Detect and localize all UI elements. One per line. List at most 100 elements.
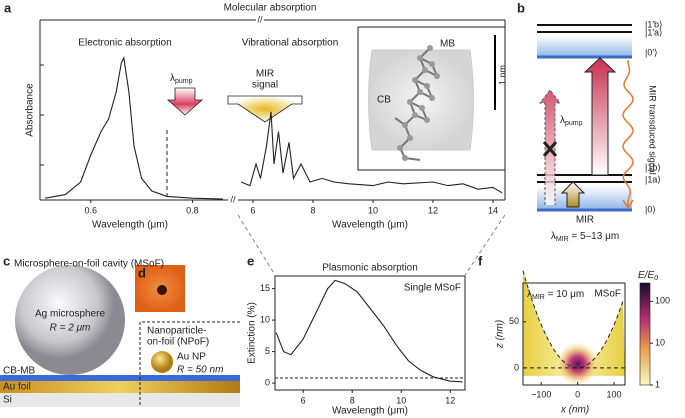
x-tick-label: 0.6: [85, 205, 98, 215]
spectrum-line: [275, 279, 463, 383]
sphere-radius: R = 2 μm: [50, 323, 91, 334]
au-foil: [0, 381, 240, 393]
panel-title: Molecular absorption: [224, 3, 317, 14]
signal-wave: [622, 59, 634, 207]
layer-label: CB-MB: [3, 366, 36, 377]
npof-label: on-foil (NPoF): [147, 337, 209, 348]
y-tick-label: 0: [265, 377, 270, 387]
x-tick-label: −100: [531, 389, 551, 399]
layer-label: Si: [3, 395, 12, 406]
np-radius: R = 50 nm: [177, 365, 223, 376]
x-tick-label: 12: [428, 205, 438, 215]
level-label: |0⟩: [645, 204, 656, 214]
x-axis-label: x (nm): [560, 405, 589, 416]
panel-label: e: [247, 253, 254, 268]
y-tick-label: 5: [265, 346, 270, 356]
y-tick-label: 50: [509, 316, 519, 326]
cb-mb-layer: [0, 375, 240, 381]
npof-label: Nanoparticle-: [147, 326, 206, 337]
x-tick-label: 0.8: [186, 205, 199, 215]
annotation: MSoF: [594, 289, 621, 300]
si-layer: [0, 393, 240, 407]
y-axis-label: z (nm): [495, 320, 506, 349]
mir-arrow: [560, 181, 586, 208]
mir-range-part: = 5–13 μm: [569, 231, 620, 242]
inset-label: CB: [377, 95, 391, 106]
level-label: |1b⟩: [645, 162, 661, 172]
sphere-label: Ag microsphere: [35, 309, 105, 320]
panel-label: c: [3, 253, 10, 268]
x-axis-label: Wavelength (μm): [92, 220, 168, 231]
signal-arrowhead: [622, 199, 634, 210]
x-tick-label: 12: [445, 395, 455, 405]
plot-frame: [522, 282, 626, 386]
plot-frame: [274, 275, 466, 391]
colorbar-tick-label: 1: [655, 379, 660, 389]
panel-label: d: [138, 265, 146, 280]
band: [537, 36, 632, 57]
signal-label: MIR: [256, 69, 274, 80]
pump-label-part: λ: [560, 115, 565, 126]
pump-label: λpump: [560, 115, 583, 127]
micrograph-particle: [157, 285, 167, 295]
axis-break: //: [230, 194, 236, 204]
wavelength-label-part: MIR: [532, 294, 545, 301]
y-tick-label: 15: [260, 283, 270, 293]
wavelength-label: λMIR = 10 μm: [527, 289, 584, 301]
blocked-mark: [542, 141, 558, 157]
ag-microsphere: [15, 265, 125, 375]
level-label: |1′a⟩: [645, 27, 663, 37]
raman-arrow: [583, 57, 617, 176]
x-tick-label: 10: [368, 205, 378, 215]
sphere-surface: [522, 270, 624, 369]
colorbar-tick-label: 100: [655, 296, 670, 306]
colorbar-label-part: E/E: [638, 270, 654, 281]
x-axis-label: Wavelength (μm): [332, 220, 408, 231]
hotspot: [555, 341, 600, 386]
pump-arrow: [166, 87, 204, 116]
x-tick-label: 8: [350, 395, 355, 405]
colorbar-tick-label: 10: [655, 338, 665, 348]
connector: [237, 214, 276, 276]
spectrum-line: [45, 55, 223, 200]
signal-label: signal: [252, 80, 278, 91]
mir-range: λMIR = 5–13 μm: [551, 231, 619, 243]
x-tick-label: 100: [607, 389, 622, 399]
y-tick-label: 0: [514, 362, 519, 372]
y-axis-label: Extinction (%): [247, 302, 258, 364]
au-np: [151, 351, 173, 373]
divider: [139, 321, 240, 405]
level-label: |1′b⟩: [645, 19, 663, 29]
connector: [464, 214, 506, 276]
panel-label: f: [478, 253, 483, 268]
scale-label: 1 nm: [497, 65, 507, 85]
level-label: |1a⟩: [645, 174, 661, 184]
x-tick-label: 6: [250, 205, 255, 215]
mir-range-part: λ: [551, 231, 556, 242]
colorbar-label-part: 0: [654, 275, 658, 282]
colorbar-label: E/E0: [638, 270, 658, 282]
cucurbituril: [368, 49, 474, 151]
x-tick-label: 14: [488, 205, 498, 215]
axis-break: //: [257, 14, 263, 24]
mir-label: MIR: [576, 215, 594, 226]
np-label: Au NP: [177, 352, 206, 363]
spectrum-line: [240, 111, 503, 194]
heading: Electronic absorption: [78, 38, 171, 49]
y-axis-label: Absorbance: [25, 83, 36, 137]
level-label: |0′⟩: [645, 47, 658, 57]
pump-label: λpump: [170, 73, 193, 85]
panel-label: a: [4, 0, 12, 15]
panel-title: Microsphere-on-foil cavity (MSoF): [14, 259, 164, 270]
x-axis-label: Wavelength (μm): [332, 406, 408, 417]
signal-arrow: [227, 95, 303, 123]
panel-title: Plasmonic absorption: [322, 263, 418, 274]
wavelength-label-part: λ: [527, 289, 532, 300]
y-tick-label: 10: [260, 314, 270, 324]
annotation: Single MSoF: [404, 283, 461, 294]
pump-label-part: λ: [170, 73, 175, 84]
signal-label: MIR transduced signal: [648, 85, 658, 175]
wavelength-label-part: = 10 μm: [545, 289, 584, 300]
layer-label: Au foil: [3, 382, 31, 393]
mir-range-part: MIR: [556, 236, 569, 243]
